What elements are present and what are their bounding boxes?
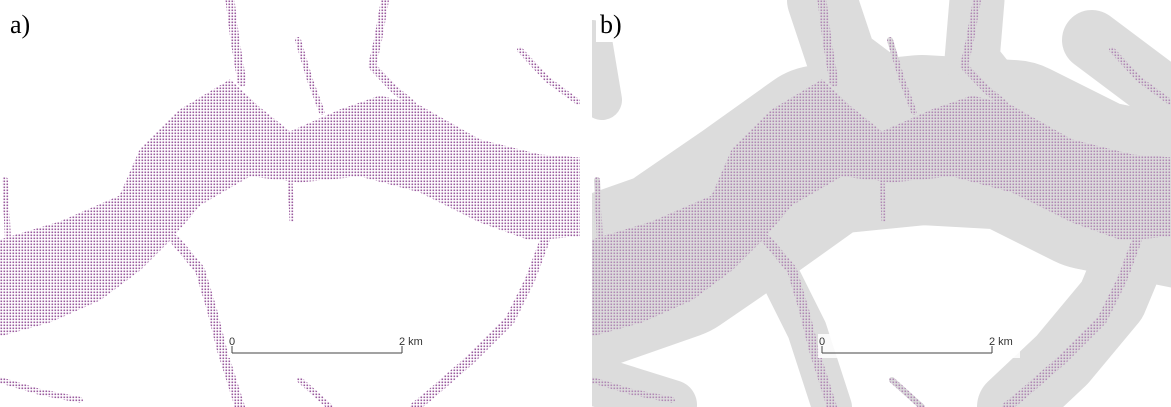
page: a)02 kmb)02 km (() => { const data = JSO…	[0, 0, 1171, 407]
scale-bar-start: 0	[819, 336, 825, 348]
panel-label: b)	[600, 10, 622, 39]
panel-label: a)	[10, 10, 30, 39]
scale-bar-end: 2 km	[989, 336, 1013, 348]
scale-bar-start: 0	[229, 336, 235, 348]
figure: a) 0 2 km b) 0 2 km	[0, 0, 1171, 407]
scale-bar-end: 2 km	[399, 336, 423, 348]
